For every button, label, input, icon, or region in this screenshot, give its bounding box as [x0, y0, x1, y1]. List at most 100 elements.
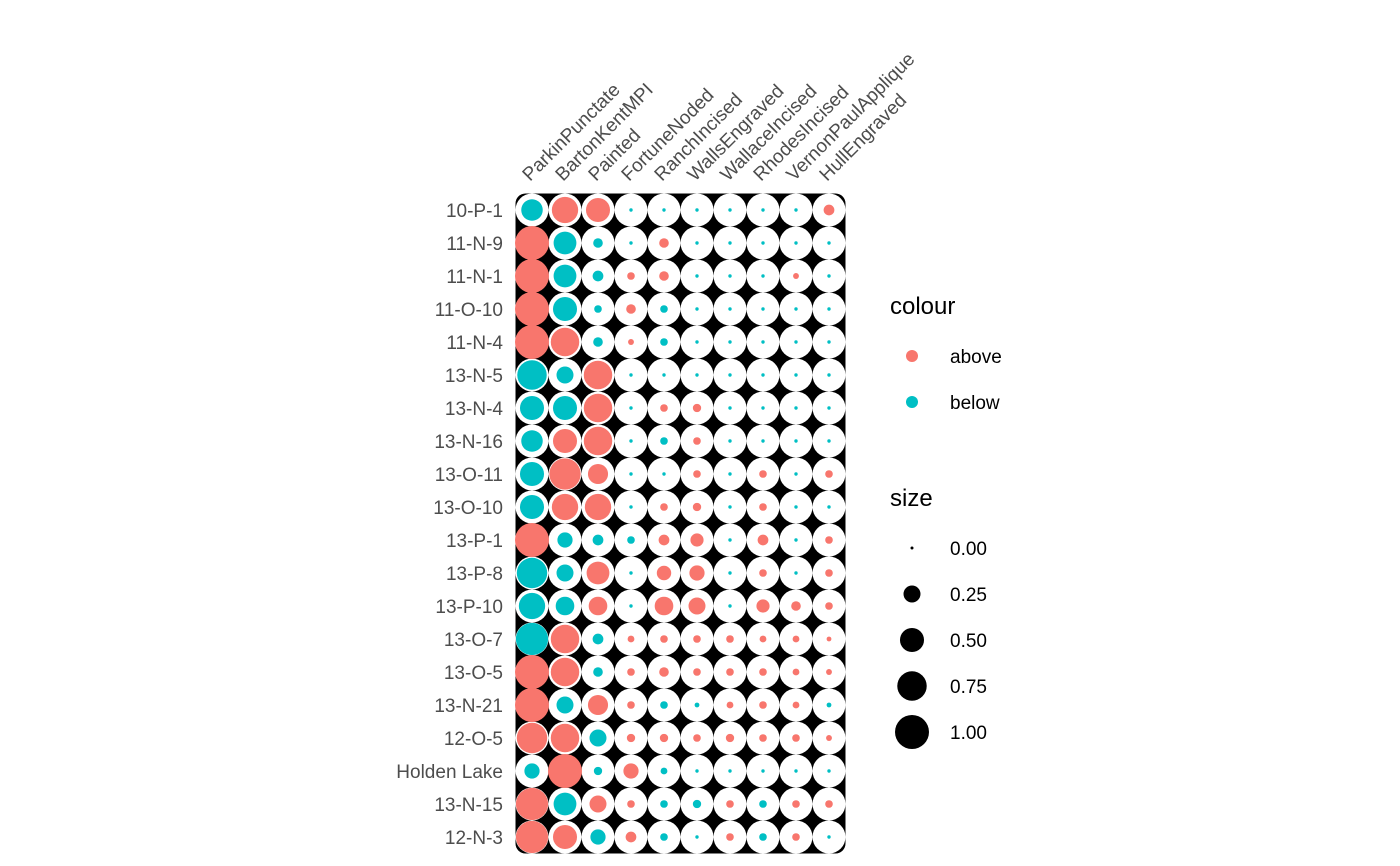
data-point [693, 734, 701, 742]
data-point [794, 571, 798, 575]
data-point [827, 406, 831, 410]
data-point [592, 270, 604, 282]
data-point [692, 403, 702, 413]
data-point [660, 701, 668, 709]
data-point [826, 735, 832, 741]
data-point [593, 667, 603, 677]
data-point [584, 493, 612, 521]
data-point [695, 835, 699, 839]
data-point [761, 208, 765, 212]
data-point [589, 795, 607, 813]
data-point [592, 534, 604, 546]
data-point [659, 238, 669, 248]
data-point [726, 635, 734, 643]
data-point [759, 503, 767, 511]
data-point [794, 472, 798, 476]
legend-colour-entries: above below [906, 347, 1002, 414]
data-point [660, 305, 668, 313]
data-point [662, 472, 666, 476]
data-point [550, 657, 580, 687]
data-point [660, 503, 668, 511]
data-point [791, 601, 801, 611]
data-point [587, 463, 609, 485]
row-label: 12-N-3 [445, 828, 503, 849]
row-label: 13-N-21 [434, 696, 503, 717]
row-label: 11-N-4 [446, 333, 503, 354]
row-label: 13-N-15 [434, 795, 503, 816]
data-point [583, 426, 613, 456]
data-point [695, 274, 699, 278]
data-point [515, 325, 549, 359]
row-label: 13-P-1 [446, 531, 503, 552]
data-point [517, 360, 547, 390]
data-point [794, 538, 798, 542]
data-point [759, 734, 767, 742]
data-point [728, 538, 732, 542]
data-point [629, 571, 633, 575]
row-axis-labels: 10-P-1 11-N-9 11-N-1 11-O-10 11-N-4 13-N-5 13-… [396, 201, 503, 849]
data-points [515, 196, 835, 854]
data-point [761, 439, 765, 443]
data-point [516, 557, 548, 589]
row-label: 13-O-10 [433, 498, 503, 519]
data-point [549, 458, 581, 490]
data-point [627, 800, 635, 808]
data-point [629, 439, 633, 443]
data-point [794, 769, 798, 773]
data-point [728, 340, 732, 344]
legend-size-label: 0.50 [950, 631, 987, 652]
data-point [757, 534, 769, 546]
legend-size-label: 0.25 [950, 585, 987, 606]
row-label: 13-P-10 [435, 597, 503, 618]
row-label: 13-N-4 [445, 399, 504, 420]
data-point [551, 196, 579, 224]
data-point [728, 274, 732, 278]
data-point [628, 339, 634, 345]
data-point [583, 360, 613, 390]
data-point [794, 241, 798, 245]
data-point [662, 373, 666, 377]
data-point [627, 536, 635, 544]
data-point [518, 592, 546, 620]
data-point [728, 307, 732, 311]
data-point [660, 767, 668, 775]
data-point [515, 688, 549, 722]
data-point [728, 439, 732, 443]
row-label: 13-N-16 [434, 432, 503, 453]
legend-size-label: 0.00 [950, 539, 987, 560]
legend-size-label: 1.00 [950, 723, 987, 744]
data-point [627, 272, 635, 280]
data-point [761, 274, 765, 278]
data-point [553, 792, 577, 816]
data-point [553, 231, 577, 255]
data-point [583, 393, 613, 423]
data-point [693, 635, 701, 643]
data-point [521, 430, 543, 452]
data-point [587, 694, 609, 716]
row-label: 10-P-1 [446, 201, 503, 222]
data-point [688, 597, 706, 615]
data-point [592, 633, 604, 645]
data-point [695, 769, 699, 773]
legend-colour-key [906, 350, 918, 362]
data-point [627, 668, 635, 676]
data-point [626, 733, 636, 743]
legend-size-title: size [890, 485, 933, 512]
data-point [792, 833, 800, 841]
data-point [524, 763, 540, 779]
data-point [659, 733, 669, 743]
data-point [689, 565, 705, 581]
row-label: 12-O-5 [444, 729, 503, 750]
data-point [629, 472, 633, 476]
data-point [794, 406, 798, 410]
data-point [515, 226, 549, 260]
data-point [761, 373, 765, 377]
data-point [827, 505, 831, 509]
data-point [726, 668, 734, 676]
data-point [827, 340, 831, 344]
data-point [516, 722, 548, 754]
data-point [761, 241, 765, 245]
data-point [557, 532, 573, 548]
data-point [794, 373, 798, 377]
